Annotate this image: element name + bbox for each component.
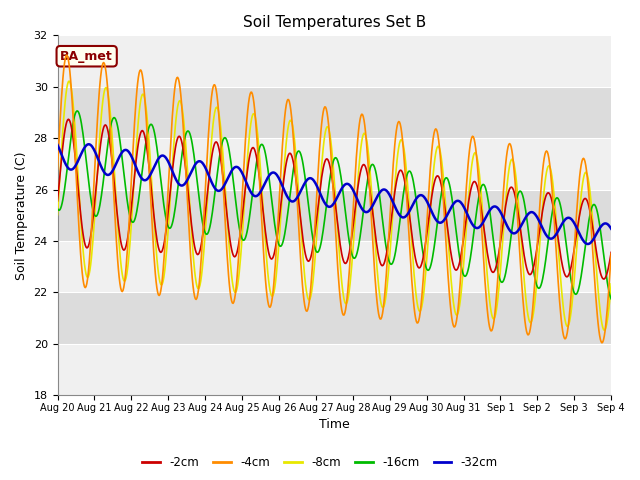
Bar (58, 87, 611, 138)
-32cm (607, 226, 615, 232)
-32cm (403, 213, 410, 218)
Legend: -2cm, -4cm, -8cm, -16cm, -32cm: -2cm, -4cm, -8cm, -16cm, -32cm (138, 452, 502, 474)
-8cm (207, 147, 214, 153)
-16cm (403, 174, 410, 180)
-4cm (54, 166, 61, 172)
-2cm (207, 161, 214, 167)
-16cm (54, 206, 61, 212)
-2cm (64, 117, 72, 123)
-32cm (419, 193, 426, 199)
-32cm (178, 183, 186, 189)
-4cm (607, 251, 615, 257)
-8cm (607, 281, 615, 287)
-4cm (65, 57, 72, 62)
-4cm (403, 189, 410, 195)
Bar (58, 190, 611, 241)
-4cm (598, 340, 606, 346)
-2cm (419, 258, 426, 264)
-2cm (403, 189, 410, 194)
-16cm (607, 296, 615, 302)
-8cm (122, 277, 129, 283)
Line: -4cm: -4cm (58, 55, 611, 343)
-2cm (122, 246, 129, 252)
-4cm (122, 273, 129, 279)
X-axis label: Time: Time (319, 419, 349, 432)
Bar (58, 241, 611, 292)
Y-axis label: Soil Temperature (C): Soil Temperature (C) (15, 151, 28, 279)
-32cm (64, 164, 72, 170)
Title: Soil Temperatures Set B: Soil Temperatures Set B (243, 15, 426, 30)
-16cm (178, 155, 186, 161)
-32cm (584, 241, 592, 247)
-16cm (419, 247, 426, 253)
-2cm (54, 198, 61, 204)
-8cm (403, 167, 410, 173)
-16cm (74, 108, 81, 114)
-16cm (122, 183, 129, 189)
Line: -2cm: -2cm (58, 120, 611, 279)
-8cm (54, 212, 61, 217)
-8cm (419, 300, 426, 305)
Bar (58, 292, 611, 344)
-4cm (63, 52, 70, 58)
-2cm (178, 138, 186, 144)
Bar (58, 344, 611, 395)
-4cm (207, 101, 214, 107)
-4cm (178, 100, 186, 106)
-2cm (65, 117, 72, 122)
-16cm (207, 220, 214, 226)
Line: -8cm: -8cm (58, 81, 611, 330)
Line: -16cm: -16cm (58, 111, 611, 299)
Bar (58, 138, 611, 190)
Text: BA_met: BA_met (60, 50, 113, 63)
-32cm (207, 177, 214, 183)
-8cm (65, 78, 73, 84)
-8cm (64, 81, 72, 87)
-32cm (84, 142, 92, 147)
-2cm (600, 276, 607, 282)
-16cm (64, 162, 72, 168)
-32cm (54, 142, 61, 148)
-8cm (600, 327, 608, 333)
Line: -32cm: -32cm (58, 144, 611, 244)
-32cm (122, 147, 129, 153)
-4cm (419, 286, 426, 291)
-8cm (178, 102, 186, 108)
Bar (58, 36, 611, 87)
-2cm (607, 250, 615, 255)
